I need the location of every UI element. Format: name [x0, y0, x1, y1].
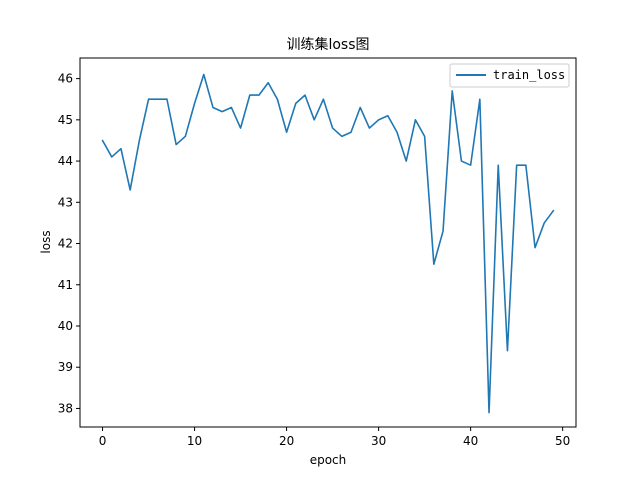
series-layer	[101, 73, 555, 414]
series-line-train-loss	[101, 73, 555, 414]
y-tick-label: 44	[58, 154, 73, 168]
y-tick-label: 43	[58, 195, 73, 209]
chart-title: 训练集loss图	[286, 36, 369, 53]
x-tick-label: 50	[555, 434, 570, 448]
y-tick-label: 39	[58, 360, 73, 374]
y-axis: 38 39 40 41 42 43 44 45 46	[58, 72, 80, 415]
x-tick-label: 0	[99, 434, 107, 448]
y-tick-label: 45	[58, 113, 73, 127]
legend-label-train-loss: train_loss	[493, 68, 565, 82]
y-tick-label: 46	[58, 72, 73, 86]
x-tick-label: 40	[463, 434, 478, 448]
y-axis-label: loss	[39, 230, 53, 253]
legend-box	[449, 63, 570, 88]
x-axis-label: epoch	[310, 453, 347, 467]
x-tick-label: 20	[279, 434, 294, 448]
y-tick-label: 42	[58, 237, 73, 251]
x-axis: 0 10 20 30 40 50	[99, 427, 570, 448]
y-tick-label: 41	[58, 278, 73, 292]
plot-area-frame	[79, 57, 577, 428]
y-tick-label: 38	[58, 401, 73, 415]
legend: train_loss	[449, 63, 570, 88]
x-tick-label: 30	[371, 434, 386, 448]
y-tick-label: 40	[58, 319, 73, 333]
x-tick-label: 10	[187, 434, 202, 448]
